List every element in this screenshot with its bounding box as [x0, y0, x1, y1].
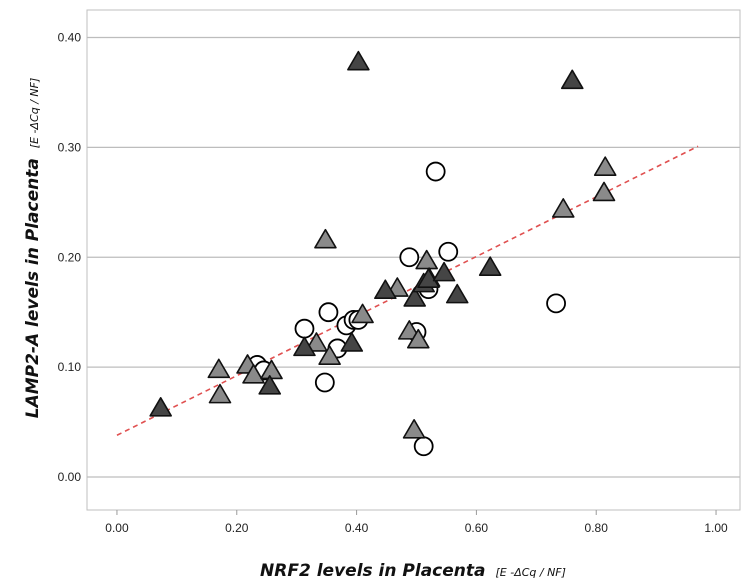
point-triangle-series-2 [403, 287, 426, 307]
point-triangle-series-2 [432, 261, 456, 282]
point-triangle-series-1 [318, 345, 341, 365]
y-tick-label: 0.30 [58, 140, 82, 154]
point-triangle-series-1 [305, 332, 328, 352]
point-circle [546, 293, 566, 314]
y-axis-title-group: LAMP2-A levels in Placenta [E -ΔCq / NF] [23, 78, 43, 419]
x-tick-label: 0.80 [585, 521, 609, 535]
y-axis-title: LAMP2-A levels in Placenta [23, 158, 43, 418]
point-triangle-series-2 [445, 283, 469, 304]
y-tick-label: 0.10 [58, 360, 82, 374]
point-circle [413, 436, 434, 457]
y-axis-unit: [E -ΔCq / NF] [28, 78, 41, 148]
point-triangle-series-2 [347, 50, 370, 71]
point-triangle-series-2 [340, 332, 364, 352]
x-axis-unit: [E -ΔCq / NF] [495, 566, 565, 579]
x-tick-label: 0.20 [225, 521, 249, 535]
point-circle [399, 247, 420, 268]
point-triangle-series-1 [593, 156, 617, 176]
point-triangle-series-1 [415, 249, 438, 270]
point-circle [294, 318, 315, 339]
point-triangle-series-1 [592, 181, 616, 202]
point-triangle-series-2 [149, 397, 172, 417]
point-triangle-series-2 [417, 268, 440, 289]
point-triangle-series-1 [351, 303, 374, 324]
point-circle [425, 161, 446, 182]
point-triangle-series-2 [374, 279, 397, 300]
point-triangle-series-1 [551, 198, 575, 218]
point-triangle-series-1 [398, 320, 421, 340]
point-circle [318, 302, 339, 323]
x-tick-label: 1.00 [704, 521, 728, 535]
x-tick-label: 0.40 [345, 521, 369, 535]
y-tick-labels: 0.00 0.10 0.20 0.30 0.40 [58, 30, 82, 484]
y-tick-label: 0.40 [58, 30, 82, 44]
point-triangle-series-1 [208, 383, 232, 404]
point-triangle-series-1 [242, 364, 265, 384]
x-tick-label: 0.60 [465, 521, 489, 535]
point-triangle-series-1 [402, 418, 426, 439]
point-triangle-series-2 [293, 336, 316, 357]
point-circle [438, 241, 459, 262]
x-axis-title-group: NRF2 levels in Placenta [E -ΔCq / NF] [260, 561, 566, 581]
x-tick-labels: 0.00 0.20 0.40 0.60 0.80 1.00 [105, 510, 728, 535]
point-triangle-series-2 [560, 69, 584, 90]
point-triangle-series-1 [406, 328, 430, 349]
point-circle [314, 372, 335, 393]
point-triangle-series-1 [207, 358, 231, 379]
grid [87, 36, 740, 478]
point-triangle-series-1 [314, 228, 337, 249]
x-tick-label: 0.00 [105, 521, 129, 535]
point-triangle-series-2 [258, 375, 282, 395]
point-triangle-series-2 [478, 256, 502, 276]
x-axis-title: NRF2 levels in Placenta [260, 561, 485, 581]
points-group [149, 50, 617, 457]
y-tick-label: 0.00 [58, 470, 82, 484]
y-tick-label: 0.20 [58, 250, 82, 264]
